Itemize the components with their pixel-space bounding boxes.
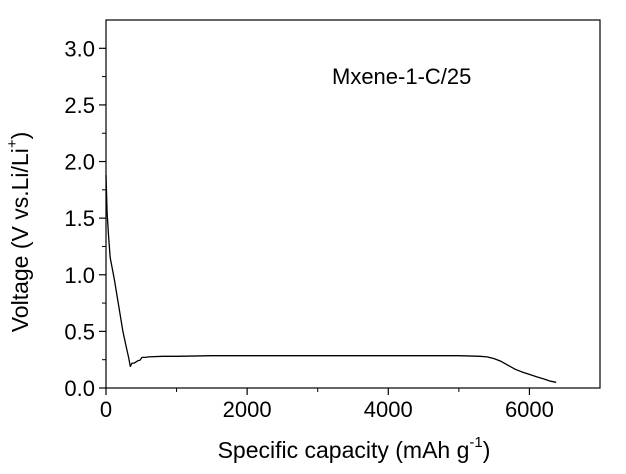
plot-frame <box>105 19 601 389</box>
y-tick-label: 0.0 <box>64 376 95 401</box>
y-axis-title-main: Voltage (V vs.Li/Li <box>7 148 33 332</box>
series-layer <box>105 175 557 383</box>
tick-labels: 0 2000 4000 6000 0.0 0.5 1.0 1.5 2.0 2.5 3.0 <box>64 36 553 422</box>
x-tick-label: 6000 <box>505 397 554 422</box>
x-axis-title-sup: -1 <box>469 434 482 451</box>
x-tick-label: 2000 <box>223 397 272 422</box>
y-tick-label: 2.0 <box>64 150 95 175</box>
y-axis-title: Voltage (V vs.Li/Li+) <box>4 132 33 333</box>
minor-ticks <box>102 76 460 392</box>
x-axis-title-main: Specific capacity (mAh g <box>218 437 470 463</box>
x-axis-title: Specific capacity (mAh g-1) <box>218 434 491 463</box>
major-ticks <box>99 47 531 395</box>
y-tick-label: 1.0 <box>64 263 95 288</box>
curve-annotation: Mxene-1-C/25 <box>332 64 471 89</box>
y-axis-title-sup: + <box>4 139 21 148</box>
y-tick-label: 1.5 <box>64 206 95 231</box>
y-axis-title-tail: ) <box>7 132 33 140</box>
x-tick-label: 0 <box>100 397 112 422</box>
series-line-1 <box>105 175 557 383</box>
y-tick-label: 3.0 <box>64 36 95 61</box>
y-tick-label: 0.5 <box>64 319 95 344</box>
x-tick-label: 4000 <box>364 397 413 422</box>
y-tick-label: 2.5 <box>64 93 95 118</box>
x-axis-title-tail: ) <box>483 437 491 463</box>
